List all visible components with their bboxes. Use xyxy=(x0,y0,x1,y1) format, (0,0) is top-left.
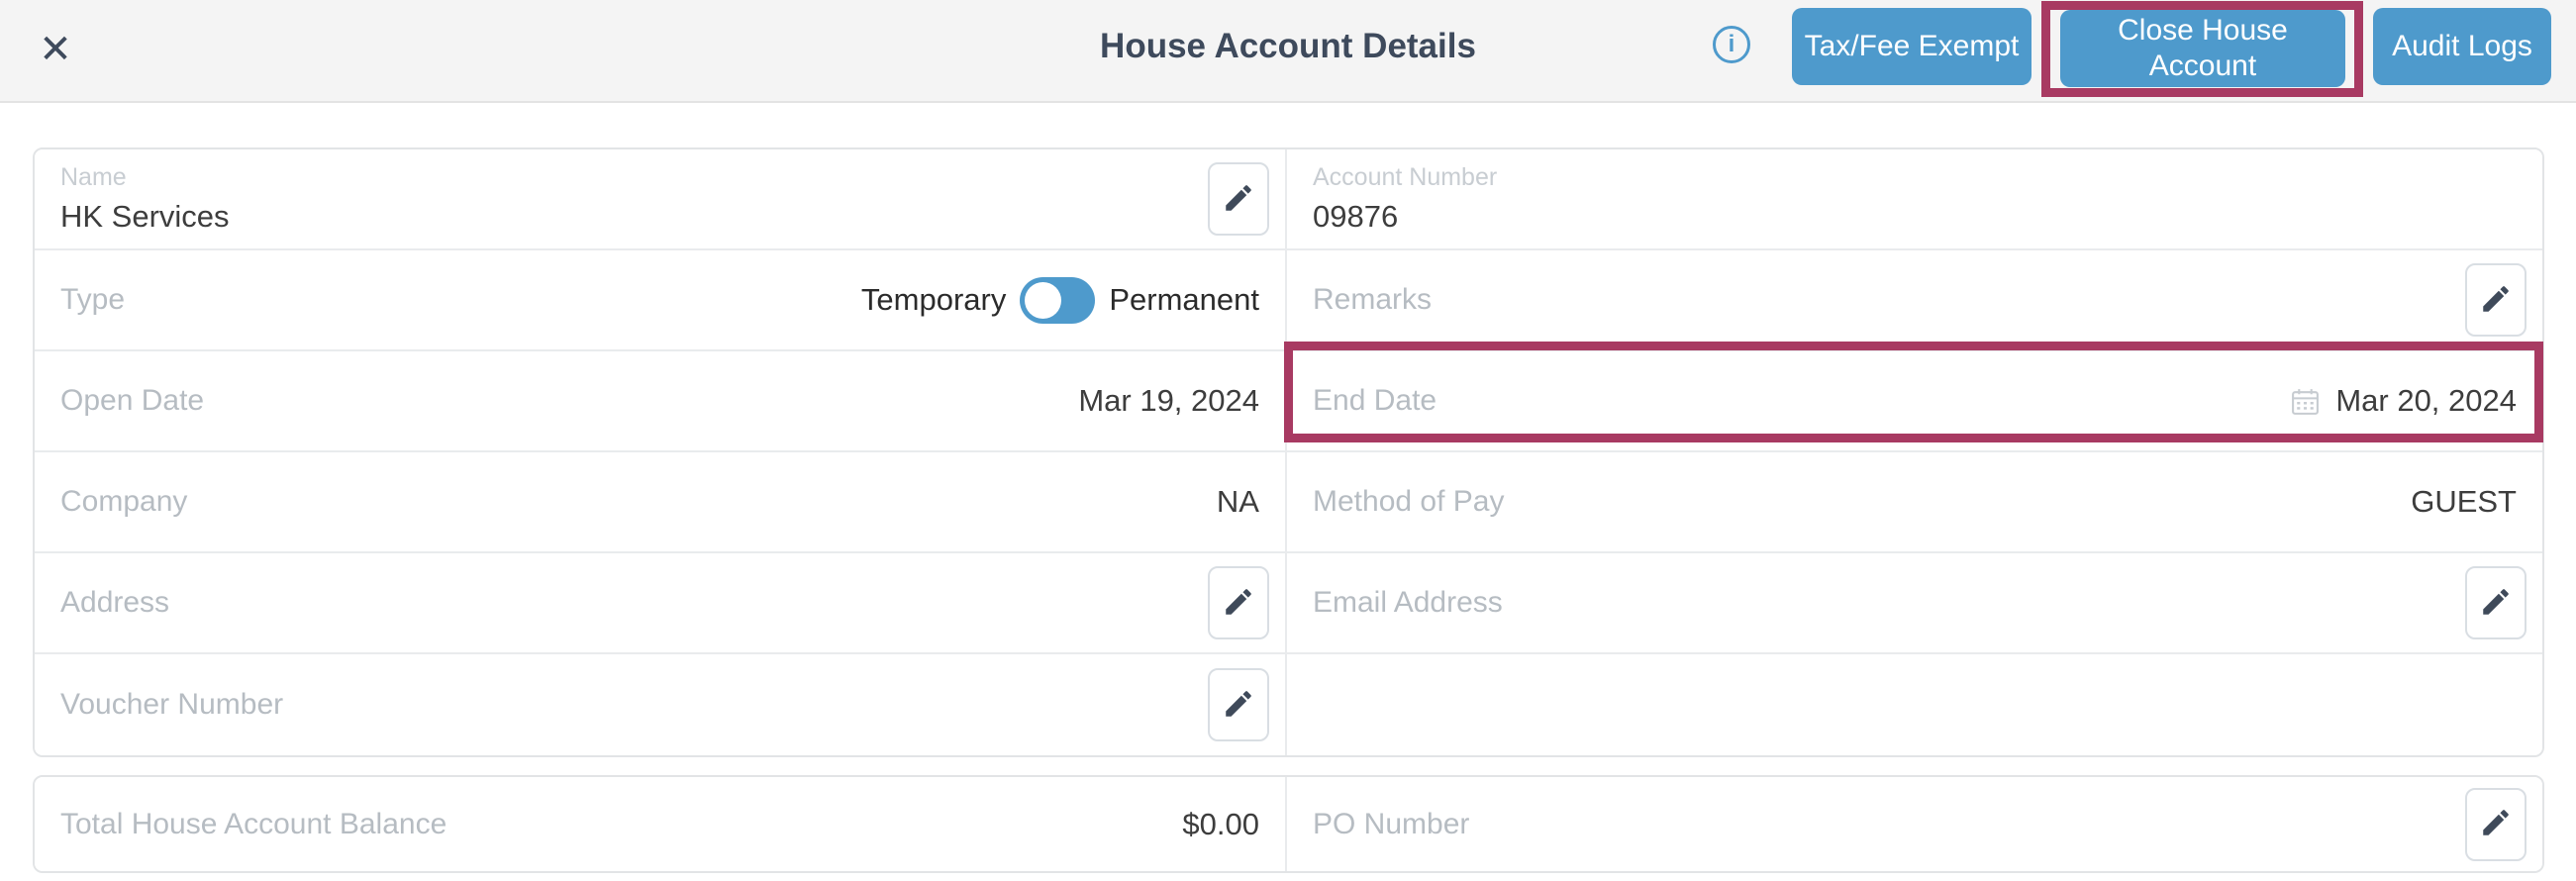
email-address-label: Email Address xyxy=(1313,586,1503,619)
edit-po-number-button[interactable] xyxy=(2465,787,2526,861)
pencil-icon xyxy=(1222,687,1255,724)
toggle-knob xyxy=(1025,281,1062,319)
info-icon[interactable]: i xyxy=(1713,26,1750,63)
pencil-icon xyxy=(1222,181,1255,218)
pencil-icon xyxy=(2479,806,2513,842)
account-number-field: Account Number 09876 xyxy=(1287,149,2542,250)
pencil-icon xyxy=(2479,282,2513,319)
close-icon[interactable]: ✕ xyxy=(34,26,77,73)
end-date-field: End Date Mar 20, 2024 xyxy=(1287,351,2542,452)
close-house-account-button[interactable]: Close House Account xyxy=(2060,10,2345,87)
method-of-pay-value: GUEST xyxy=(2411,484,2517,519)
name-value: HK Services xyxy=(60,199,230,234)
total-balance-value: $0.00 xyxy=(1182,806,1259,841)
edit-voucher-button[interactable] xyxy=(1208,668,1269,741)
name-field: Name HK Services xyxy=(35,149,1287,250)
end-date-label: End Date xyxy=(1313,384,1437,417)
address-field: Address xyxy=(35,553,1287,654)
pencil-icon xyxy=(2479,585,2513,622)
method-of-pay-field: Method of Pay GUEST xyxy=(1287,452,2542,553)
method-of-pay-label: Method of Pay xyxy=(1313,485,1505,518)
account-number-label: Account Number xyxy=(1313,163,1498,191)
empty-cell xyxy=(1287,654,2542,755)
edit-remarks-button[interactable] xyxy=(2465,263,2526,337)
remarks-field: Remarks xyxy=(1287,250,2542,351)
account-number-value: 09876 xyxy=(1313,199,1399,234)
account-details-card: Name HK Services Account Number 09876 Ty… xyxy=(33,147,2544,757)
company-field: Company NA xyxy=(35,452,1287,553)
type-label: Type xyxy=(60,283,126,316)
po-number-field: PO Number xyxy=(1287,777,2542,871)
type-option-temporary: Temporary xyxy=(860,282,1007,317)
address-label: Address xyxy=(60,586,170,619)
edit-address-button[interactable] xyxy=(1208,566,1269,639)
end-date-value[interactable]: Mar 20, 2024 xyxy=(2335,383,2517,418)
edit-email-button[interactable] xyxy=(2465,566,2526,639)
voucher-number-label: Voucher Number xyxy=(60,688,284,721)
company-label: Company xyxy=(60,485,188,518)
po-number-label: PO Number xyxy=(1313,807,1470,840)
tax-fee-exempt-button[interactable]: Tax/Fee Exempt xyxy=(1792,8,2031,85)
type-toggle[interactable] xyxy=(1020,276,1096,324)
total-balance-label: Total House Account Balance xyxy=(60,807,447,840)
open-date-field: Open Date Mar 19, 2024 xyxy=(35,351,1287,452)
pencil-icon xyxy=(1222,585,1255,622)
total-balance-field: Total House Account Balance $0.00 xyxy=(35,777,1287,871)
email-address-field: Email Address xyxy=(1287,553,2542,654)
type-field: Type Temporary Permanent xyxy=(35,250,1287,351)
edit-name-button[interactable] xyxy=(1208,162,1269,236)
audit-logs-button[interactable]: Audit Logs xyxy=(2373,8,2551,85)
remarks-label: Remarks xyxy=(1313,283,1433,316)
calendar-icon xyxy=(2290,386,2321,417)
voucher-number-field: Voucher Number xyxy=(35,654,1287,755)
end-date-picker[interactable]: Mar 20, 2024 xyxy=(2290,383,2517,419)
name-label: Name xyxy=(60,163,127,191)
header-bar: ✕ House Account Details i Tax/Fee Exempt… xyxy=(0,0,2576,103)
type-option-permanent: Permanent xyxy=(1109,282,1259,317)
type-toggle-group: Temporary Permanent xyxy=(860,276,1259,324)
open-date-label: Open Date xyxy=(60,384,205,417)
open-date-value[interactable]: Mar 19, 2024 xyxy=(1078,383,1259,418)
company-value: NA xyxy=(1216,484,1259,519)
balance-card: Total House Account Balance $0.00 PO Num… xyxy=(33,775,2544,873)
page-title: House Account Details xyxy=(1100,27,1476,65)
